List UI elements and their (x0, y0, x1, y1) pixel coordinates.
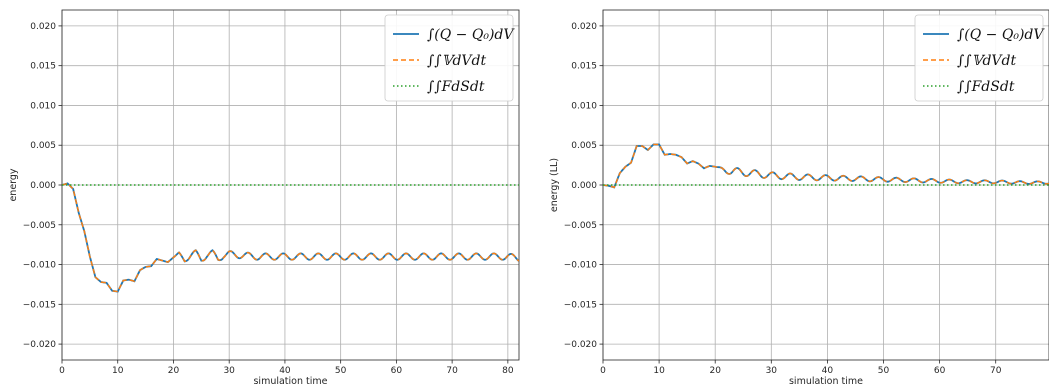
x-axis-label: simulation time (789, 376, 863, 387)
series-line-1 (62, 182, 519, 293)
legend-label: ∫(Q − Q₀)dV (957, 27, 1045, 43)
legend-label: ∫∫FdSdt (957, 79, 1015, 95)
y-tick-label: 0.015 (30, 62, 56, 72)
x-tick-label: 10 (112, 366, 124, 376)
x-tick-label: 30 (766, 366, 778, 376)
x-tick-label: 0 (59, 366, 65, 376)
x-tick-label: 40 (822, 366, 834, 376)
y-tick-label: −0.020 (23, 340, 57, 350)
x-axis-label: simulation time (253, 376, 327, 387)
legend-label: ∫(Q − Q₀)dV (427, 27, 515, 43)
y-axis-label: energy (8, 168, 19, 201)
x-tick-label: 0 (600, 366, 606, 376)
legend-label: ∫∫𝕍dVdt (427, 53, 486, 69)
legend-label: ∫∫𝕍dVdt (957, 53, 1016, 69)
legend-label: ∫∫FdSdt (427, 79, 485, 95)
x-tick-label: 20 (168, 366, 180, 376)
x-tick-label: 60 (391, 366, 403, 376)
x-tick-label: 30 (223, 366, 235, 376)
x-tick-label: 10 (653, 366, 665, 376)
y-tick-label: 0.010 (571, 101, 597, 111)
y-tick-label: 0.005 (30, 141, 56, 151)
y-tick-label: 0.005 (571, 141, 597, 151)
y-tick-label: 0.020 (571, 22, 597, 32)
y-tick-label: −0.010 (23, 261, 57, 271)
y-tick-label: −0.005 (564, 221, 597, 231)
x-tick-label: 50 (335, 366, 347, 376)
x-tick-label: 40 (279, 366, 291, 376)
y-tick-label: −0.010 (564, 261, 598, 271)
y-tick-label: 0.010 (30, 101, 56, 111)
chart-panel-right: 0 10 20 30 40 50 60 70 0.020 0.015 0.010 0.005 0.000… (549, 9, 1049, 387)
x-tick-label: 50 (878, 366, 890, 376)
y-tick-label: −0.005 (23, 221, 56, 231)
y-tick-label: −0.020 (564, 340, 598, 350)
y-tick-label: −0.015 (564, 300, 597, 310)
series-line-0 (603, 143, 1049, 189)
x-tick-label: 20 (709, 366, 721, 376)
legend: ∫(Q − Q₀)dV ∫∫𝕍dVdt ∫∫FdSdt (914, 14, 1045, 102)
x-tick-label: 70 (446, 366, 458, 376)
x-tick-label: 60 (934, 366, 946, 376)
y-axis-label: energy (LL) (549, 158, 560, 212)
x-tick-label: 80 (502, 366, 514, 376)
series-line-0 (62, 182, 519, 293)
y-tick-label: 0.000 (30, 181, 56, 191)
y-tick-label: 0.020 (30, 22, 56, 32)
y-tick-label: 0.015 (571, 62, 597, 72)
legend: ∫(Q − Q₀)dV ∫∫𝕍dVdt ∫∫FdSdt (384, 14, 515, 102)
y-tick-label: 0.000 (571, 181, 597, 191)
y-tick-label: −0.015 (23, 300, 56, 310)
series-line-1 (603, 143, 1049, 189)
legend-box (914, 14, 1044, 102)
chart-panel-left: 0 10 20 30 40 50 60 70 80 0.020 0.015 0.010 0.005 0.0… (8, 9, 520, 387)
legend-box (384, 14, 514, 102)
x-tick-label: 70 (990, 366, 1002, 376)
